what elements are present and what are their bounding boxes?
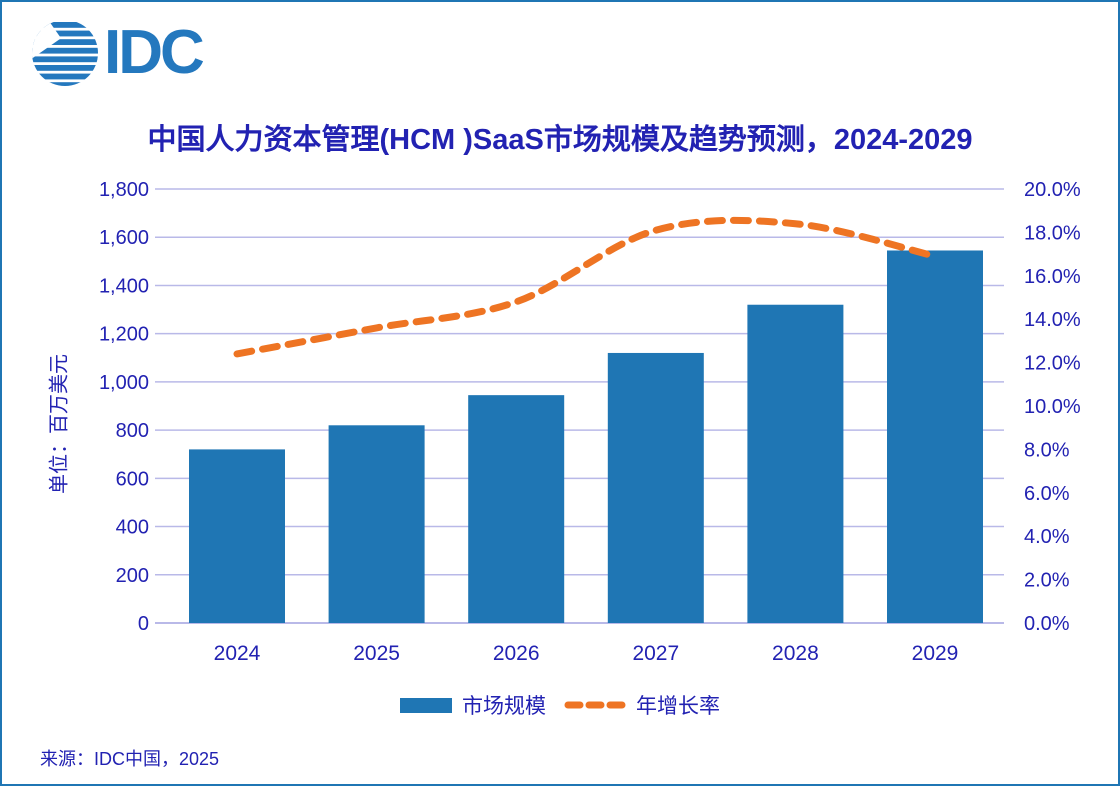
left-axis-tick: 600 (116, 468, 149, 490)
bar-2029 (887, 250, 983, 623)
legend-market-size: 市场规模 (400, 690, 546, 720)
idc-globe-icon (32, 20, 98, 86)
chart-title: 中国人力资本管理(HCM )SaaS市场规模及趋势预测，2024-2029 (147, 124, 973, 156)
bar-2027 (607, 352, 704, 623)
bar-2025 (328, 425, 425, 623)
legend-growth-rate: 年增长率 (564, 690, 720, 720)
right-axis-tick: 14.0% (1024, 309, 1081, 331)
right-axis-tick: 18.0% (1024, 222, 1081, 244)
legend-growth-rate-label: 年增长率 (636, 695, 720, 718)
right-axis-tick: 8.0% (1024, 439, 1070, 461)
growth-rate-line (233, 216, 939, 358)
right-axis-tick: 16.0% (1024, 266, 1081, 288)
legend-market-size-label: 市场规模 (462, 695, 546, 718)
x-axis-label: 2024 (214, 642, 261, 665)
idc-logo: IDC (32, 18, 205, 87)
left-axis-tick: 1,800 (99, 179, 149, 201)
left-axis-tick: 200 (116, 565, 149, 587)
right-axis-tick: 12.0% (1024, 353, 1081, 375)
right-axis-tick: 20.0% (1024, 179, 1081, 201)
left-axis-tick: 0 (138, 613, 149, 635)
left-axis-tick: 1,600 (99, 227, 149, 249)
bar-2026 (468, 395, 565, 623)
bar-series-swatch (400, 697, 452, 713)
x-axis-label: 2026 (493, 642, 540, 665)
right-axis-tick: 2.0% (1024, 570, 1070, 592)
left-axis-tick: 1,000 (99, 372, 149, 394)
dashed-line-swatch (564, 701, 626, 709)
idc-logo-text: IDC (104, 18, 205, 87)
bar-2028 (747, 304, 844, 623)
x-axis-label: 2029 (912, 642, 959, 665)
bar-2024 (189, 449, 285, 623)
right-axis-tick: 6.0% (1024, 483, 1070, 505)
chart-legend: 市场规模 年增长率 (2, 690, 1118, 720)
right-axis-tick: 4.0% (1024, 526, 1070, 548)
y-axis-title: 单位：百万美元 (48, 354, 71, 494)
right-axis-tick: 0.0% (1024, 613, 1070, 635)
left-axis-tick: 1,200 (99, 324, 149, 346)
x-axis-label: 2025 (353, 642, 400, 665)
x-axis-label: 2027 (632, 642, 679, 665)
right-axis-tick: 10.0% (1024, 396, 1081, 418)
left-axis-tick: 400 (116, 517, 149, 539)
left-axis-tick: 800 (116, 420, 149, 442)
source-note: 来源：IDC中国，2025 (40, 749, 220, 769)
left-axis-tick: 1,400 (99, 275, 149, 297)
x-axis-label: 2028 (772, 642, 819, 665)
